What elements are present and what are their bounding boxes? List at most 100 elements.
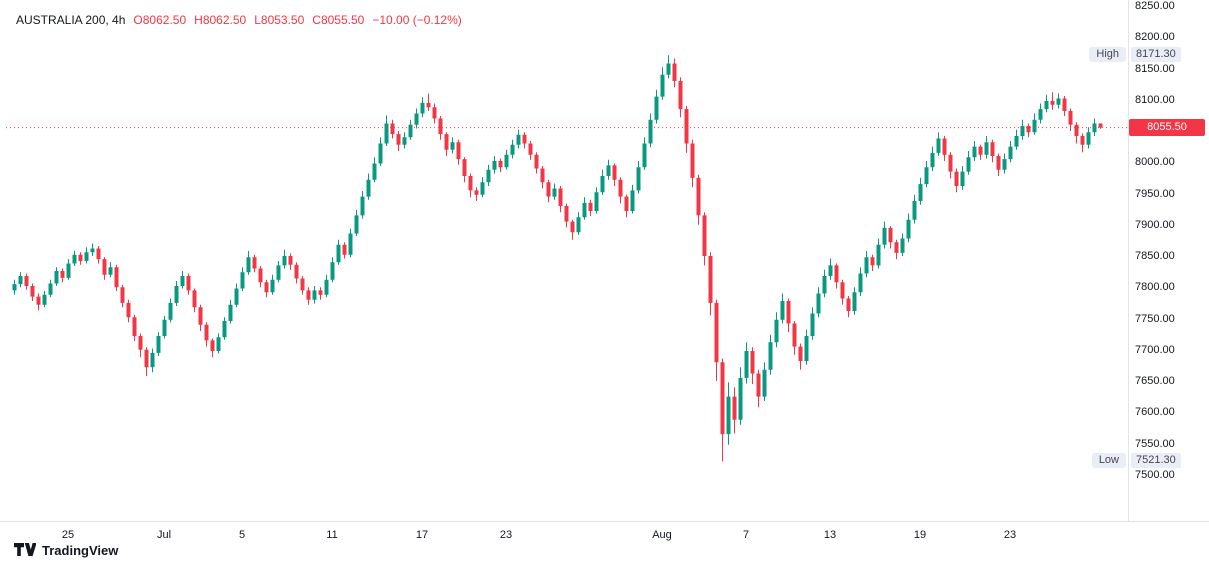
candle-body	[702, 215, 707, 256]
candle-body	[984, 142, 989, 155]
candle-body	[486, 169, 491, 183]
candle-body	[1044, 101, 1049, 110]
candle-body	[780, 301, 785, 320]
price-tick-label: 8150.00	[1135, 62, 1175, 75]
candle-body	[54, 271, 59, 284]
candle-body	[264, 282, 269, 293]
candle-body	[1032, 119, 1037, 133]
price-tick-label: 7750.00	[1135, 312, 1175, 325]
candle-body	[24, 276, 29, 286]
candle-body	[810, 313, 815, 336]
candle-body	[498, 161, 503, 168]
candle-body	[726, 396, 731, 435]
candle-body	[972, 146, 977, 158]
candle-body	[744, 351, 749, 378]
brand-wordmark: TradingView	[42, 542, 119, 558]
candle-body	[108, 267, 113, 275]
candle-body	[162, 319, 167, 336]
price-tick-label: 8250.00	[1135, 0, 1175, 12]
candle-body	[234, 288, 239, 305]
candle-body	[120, 287, 125, 303]
candle-body	[384, 123, 389, 144]
candle-body	[792, 323, 797, 347]
footer-brand[interactable]: TradingView	[14, 539, 118, 561]
candle-body	[420, 102, 425, 114]
candle-body	[924, 167, 929, 185]
candle-body	[978, 146, 983, 155]
price-tick-label: 8100.00	[1135, 93, 1175, 106]
candle-body	[846, 298, 851, 311]
candle-body	[180, 276, 185, 286]
candle-body	[426, 102, 431, 108]
low-marker-badge: Low	[1091, 453, 1126, 469]
candle-body	[192, 290, 197, 308]
candle-body	[324, 279, 329, 295]
time-tick-label: 25	[61, 529, 75, 541]
candle-body	[948, 154, 953, 172]
candle-body	[786, 301, 791, 324]
candle-body	[336, 244, 341, 263]
time-tick-label: 17	[415, 529, 429, 541]
candle-body	[300, 278, 305, 291]
candle-body	[564, 206, 569, 222]
candle-body	[570, 221, 575, 233]
high-label: H	[194, 13, 203, 27]
candle-body	[672, 63, 677, 81]
symbol-title[interactable]: AUSTRALIA 200, 4h	[16, 13, 126, 27]
candle-body	[60, 271, 65, 278]
candle-body	[1050, 101, 1055, 105]
candle-body	[348, 233, 353, 255]
price-axis-separator	[1128, 0, 1129, 521]
candle-body	[144, 349, 149, 368]
candle-body	[198, 307, 203, 325]
candle-body	[1014, 136, 1019, 147]
price-tick-label: 7900.00	[1135, 218, 1175, 231]
candle-body	[312, 290, 317, 300]
candle-body	[1098, 123, 1103, 128]
candle-body	[72, 254, 77, 264]
close-label: C	[312, 13, 321, 27]
candle-body	[894, 242, 899, 253]
price-tick-label: 8200.00	[1135, 31, 1175, 44]
time-tick-label: 23	[499, 529, 513, 541]
candle-body	[1074, 124, 1079, 136]
candle-body	[204, 324, 209, 341]
candle-body	[12, 284, 17, 291]
high-marker-badge: High	[1089, 47, 1126, 63]
price-axis[interactable]: 8250.00 8200.00 8150.00 8100.00 8000.00 7950.…	[1128, 0, 1209, 521]
candle-body	[534, 154, 539, 169]
candle-body	[96, 248, 101, 260]
candle-body	[48, 283, 53, 295]
candle-body	[756, 373, 761, 397]
open-value: 8062.50	[142, 13, 187, 27]
candle-body	[270, 279, 275, 293]
tradingview-logo-icon	[14, 542, 36, 556]
candle-body	[546, 182, 551, 197]
candle-body	[318, 290, 323, 295]
candle-body	[354, 215, 359, 234]
candle-body	[78, 254, 83, 261]
candle-body	[36, 296, 41, 305]
time-axis[interactable]: 25 Jul 5 11 17 23 Aug 7 13 19 23	[0, 522, 1128, 548]
candle-body	[114, 267, 119, 288]
time-tick-label: 7	[742, 529, 750, 541]
candle-body	[816, 293, 821, 314]
candle-body	[714, 302, 719, 363]
candle-body	[186, 276, 191, 291]
candle-body	[432, 107, 437, 119]
candle-body	[174, 286, 179, 303]
candle-body	[66, 263, 71, 278]
candle-body	[126, 302, 131, 318]
candle-body	[858, 273, 863, 293]
time-tick-label: Aug	[652, 529, 672, 541]
candle-body	[366, 179, 371, 197]
price-tick-label: 7600.00	[1135, 406, 1175, 419]
candle-body	[834, 265, 839, 283]
candle-body	[360, 196, 365, 216]
candle-body	[258, 268, 263, 283]
candle-body	[660, 74, 665, 97]
candle-body	[606, 165, 611, 176]
candle-body	[576, 217, 581, 233]
candle-body	[102, 259, 107, 275]
